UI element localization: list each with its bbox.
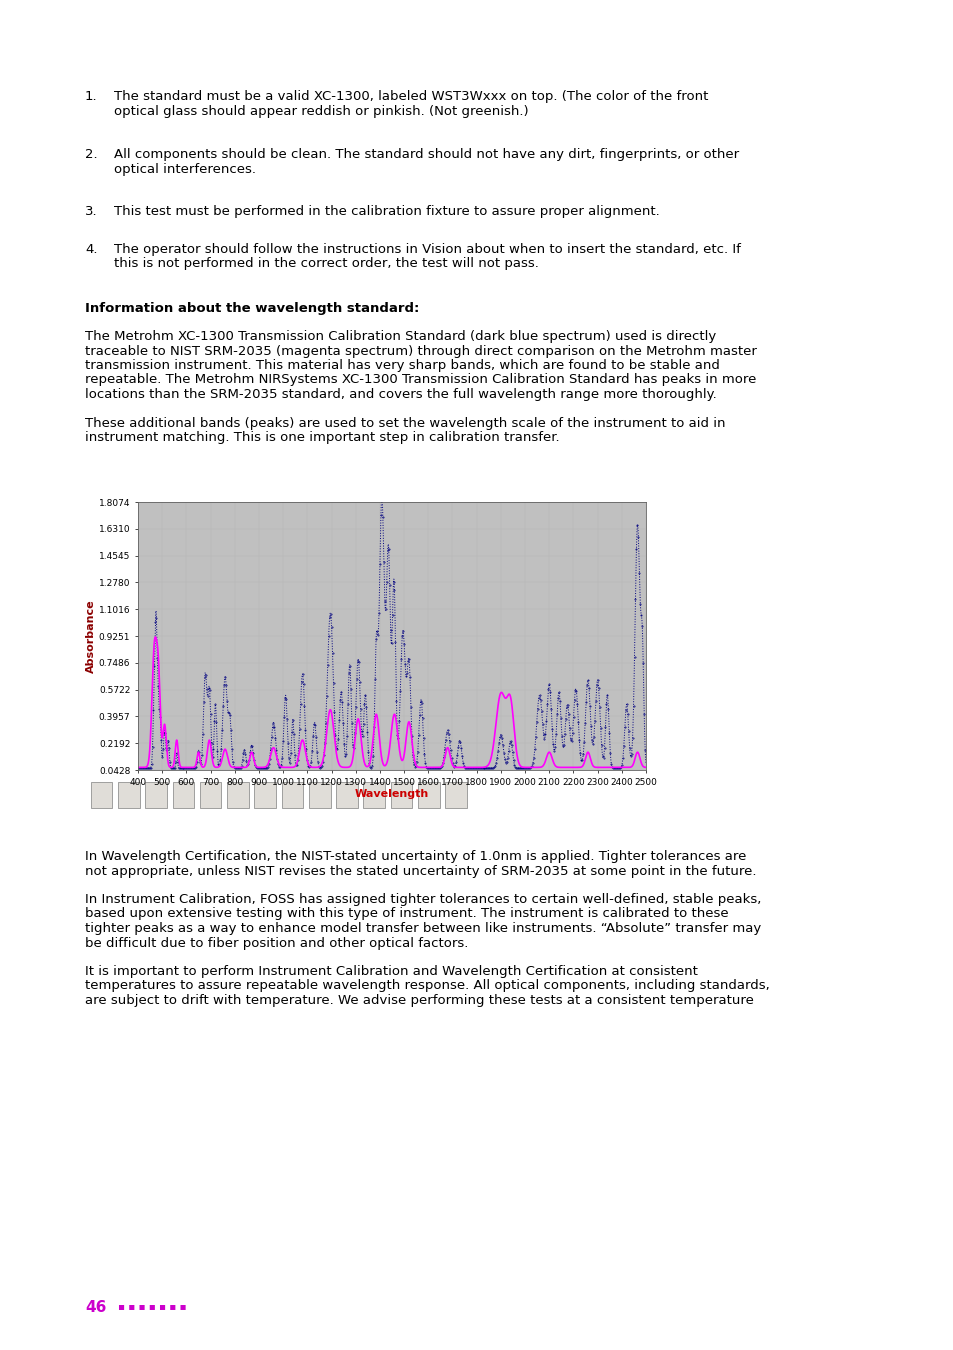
Text: 4.: 4. — [85, 243, 97, 256]
Text: 2.: 2. — [85, 148, 97, 161]
Text: The operator should follow the instructions in Vision about when to insert the s: The operator should follow the instructi… — [113, 243, 740, 256]
Bar — [281, 783, 303, 807]
Text: optical interferences.: optical interferences. — [113, 162, 255, 176]
Y-axis label: Absorbance: Absorbance — [86, 599, 96, 672]
Text: transmission instrument. This material has very sharp bands, which are found to : transmission instrument. This material h… — [85, 359, 720, 373]
Text: this is not performed in the correct order, the test will not pass.: this is not performed in the correct ord… — [113, 258, 538, 270]
Bar — [445, 783, 466, 807]
Text: These additional bands (peaks) are used to set the wavelength scale of the instr: These additional bands (peaks) are used … — [85, 417, 724, 429]
Text: All components should be clean. The standard should not have any dirt, fingerpri: All components should be clean. The stan… — [113, 148, 739, 161]
Bar — [91, 783, 112, 807]
Text: tighter peaks as a way to enhance model transfer between like instruments. “Abso: tighter peaks as a way to enhance model … — [85, 922, 760, 936]
Bar — [309, 783, 330, 807]
Bar — [227, 783, 249, 807]
Text: The Metrohm XC-1300 Transmission Calibration Standard (dark blue spectrum) used : The Metrohm XC-1300 Transmission Calibra… — [85, 329, 716, 343]
Text: based upon extensive testing with this type of instrument. The instrument is cal: based upon extensive testing with this t… — [85, 907, 728, 921]
Text: traceable to NIST SRM-2035 (magenta spectrum) through direct comparison on the M: traceable to NIST SRM-2035 (magenta spec… — [85, 344, 756, 358]
Text: It is important to perform Instrument Calibration and Wavelength Certification a: It is important to perform Instrument Ca… — [85, 965, 698, 977]
Text: be difficult due to fiber position and other optical factors.: be difficult due to fiber position and o… — [85, 937, 468, 949]
Text: The standard must be a valid XC-1300, labeled WST3Wxxx on top. (The color of the: The standard must be a valid XC-1300, la… — [113, 90, 708, 103]
Text: Information about the wavelength standard:: Information about the wavelength standar… — [85, 302, 419, 315]
Text: 46: 46 — [85, 1300, 107, 1315]
Text: ▪ ▪ ▪ ▪ ▪ ▪ ▪: ▪ ▪ ▪ ▪ ▪ ▪ ▪ — [118, 1301, 186, 1312]
Text: temperatures to assure repeatable wavelength response. All optical components, i: temperatures to assure repeatable wavele… — [85, 980, 769, 992]
Text: This test must be performed in the calibration fixture to assure proper alignmen: This test must be performed in the calib… — [113, 205, 659, 217]
X-axis label: Wavelength: Wavelength — [355, 790, 429, 799]
Text: optical glass should appear reddish or pinkish. (Not greenish.): optical glass should appear reddish or p… — [113, 104, 528, 117]
Text: not appropriate, unless NIST revises the stated uncertainty of SRM-2035 at some : not appropriate, unless NIST revises the… — [85, 864, 756, 878]
Bar — [172, 783, 194, 807]
Text: are subject to drift with temperature. We advise performing these tests at a con: are subject to drift with temperature. W… — [85, 994, 753, 1007]
Bar — [417, 783, 439, 807]
Text: instrument matching. This is one important step in calibration transfer.: instrument matching. This is one importa… — [85, 431, 559, 444]
Text: 1.: 1. — [85, 90, 97, 103]
Text: In Wavelength Certification, the NIST-stated uncertainty of 1.0nm is applied. Ti: In Wavelength Certification, the NIST-st… — [85, 850, 745, 863]
Bar — [391, 783, 412, 807]
Bar — [200, 783, 221, 807]
Bar — [254, 783, 275, 807]
Text: 3.: 3. — [85, 205, 97, 217]
Text: repeatable. The Metrohm NIRSystems XC-1300 Transmission Calibration Standard has: repeatable. The Metrohm NIRSystems XC-13… — [85, 374, 756, 386]
Bar — [118, 783, 139, 807]
Text: In Instrument Calibration, FOSS has assigned tighter tolerances to certain well-: In Instrument Calibration, FOSS has assi… — [85, 892, 760, 906]
Bar — [363, 783, 385, 807]
Text: locations than the SRM-2035 standard, and covers the full wavelength range more : locations than the SRM-2035 standard, an… — [85, 387, 716, 401]
Bar — [145, 783, 167, 807]
Bar — [335, 783, 357, 807]
